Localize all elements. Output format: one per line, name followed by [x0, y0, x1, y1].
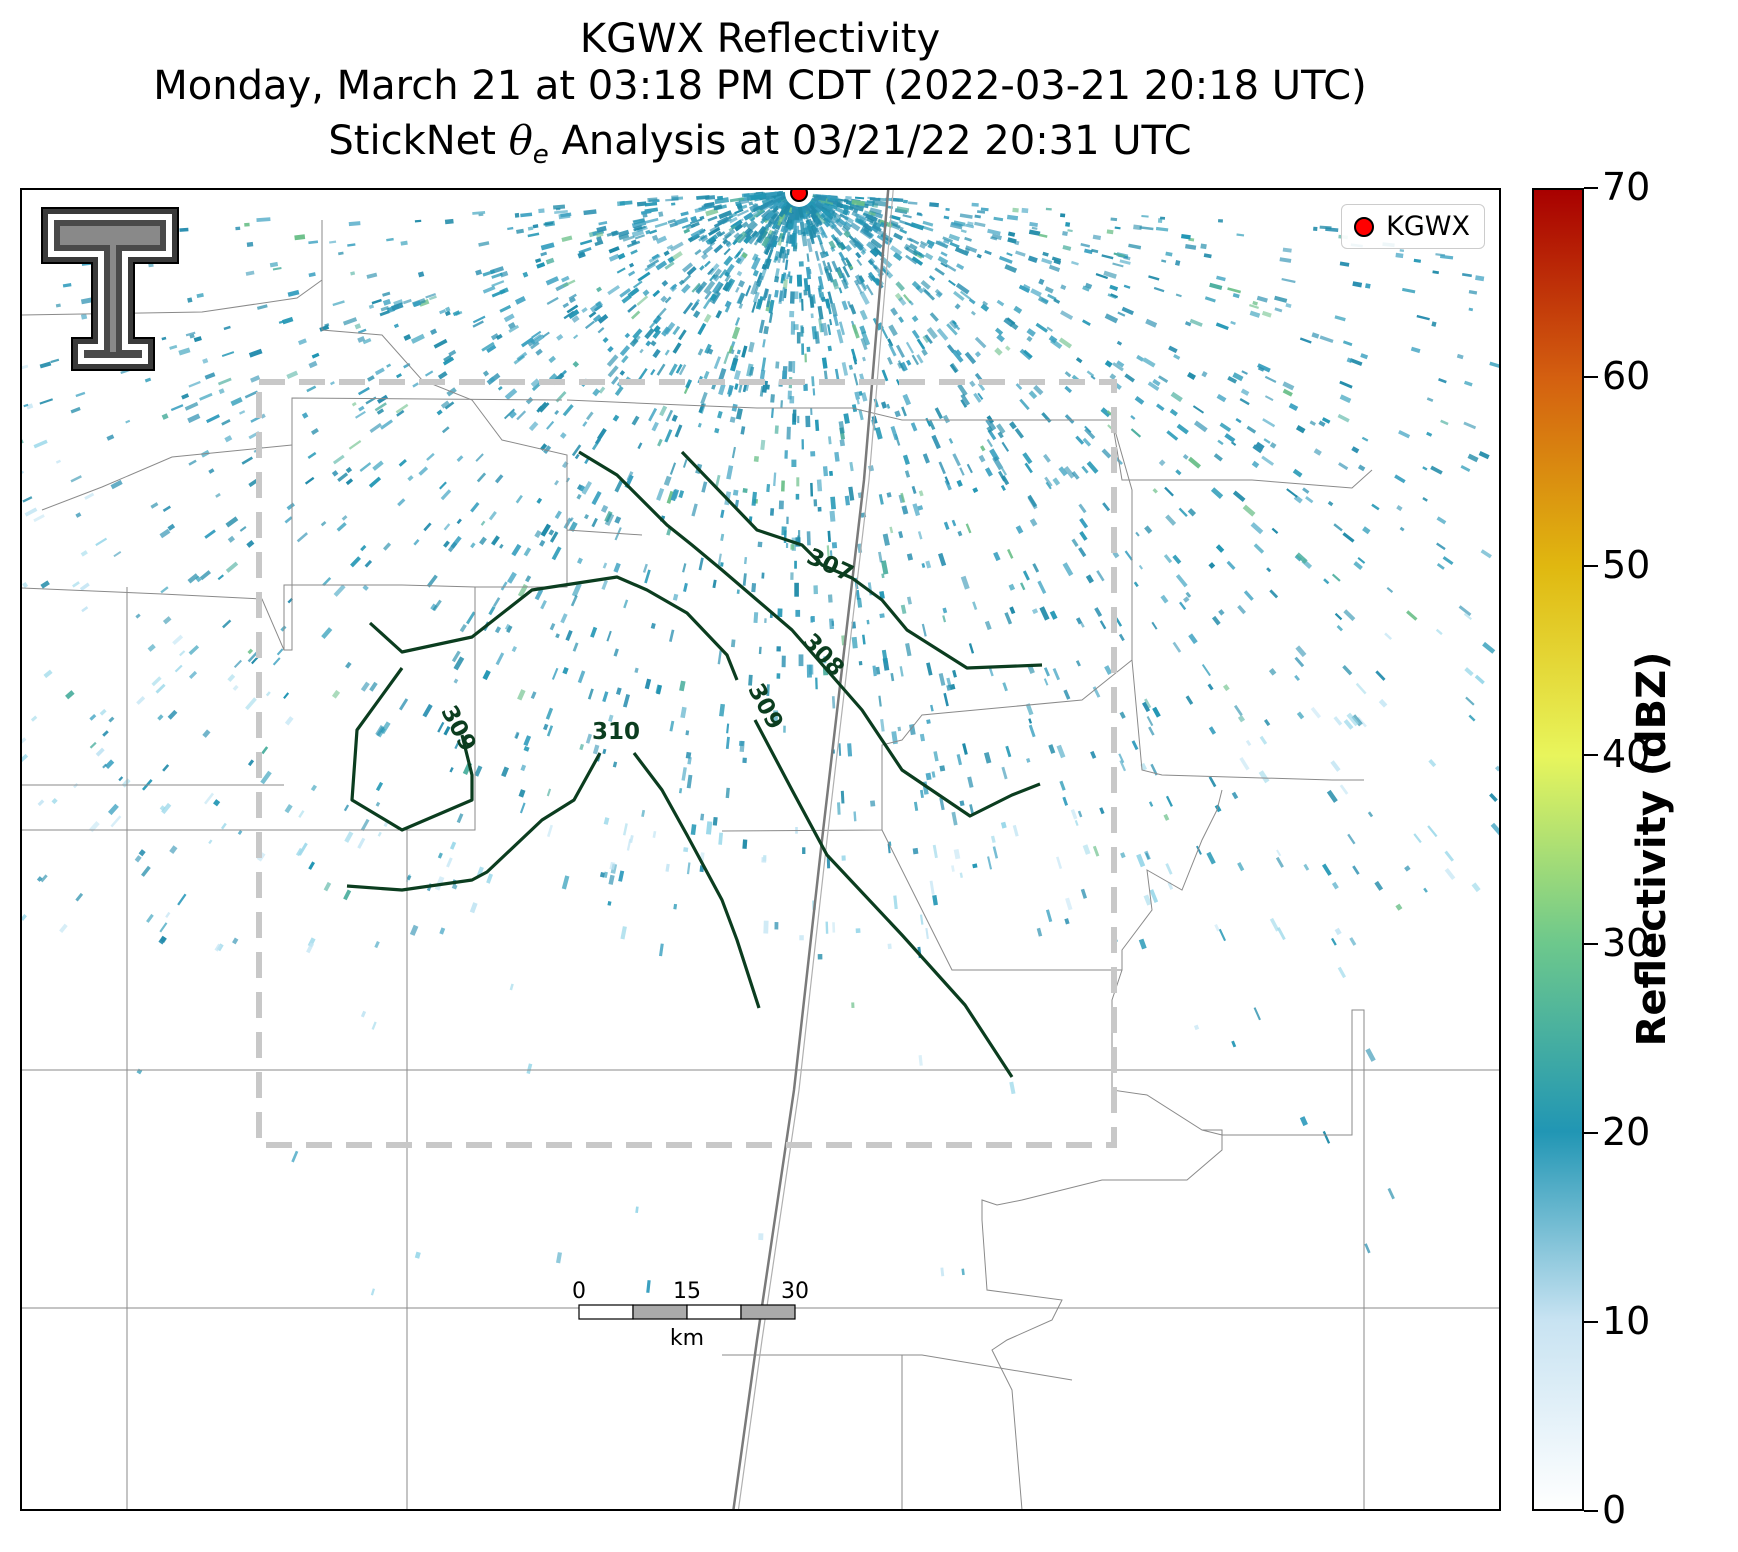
analysis-domain-box [256, 379, 1117, 1148]
contour-310 [346, 752, 602, 892]
legend-label: KGWX [1386, 211, 1470, 242]
map-canvas: 307 308 309 309 310 0 15 30 km [22, 190, 1499, 1509]
colorbar-tick-label: 10 [1602, 1299, 1651, 1343]
title-line-3: StickNet θe Analysis at 03/21/22 20:31 U… [0, 118, 1520, 178]
colorbar-tick-mark [1584, 565, 1598, 567]
reflectivity-colorbar [1532, 188, 1584, 1511]
contour-label-309-loop: 309 [435, 701, 480, 756]
colorbar-tick-label: 70 [1602, 165, 1651, 209]
contour-label-307: 307 [803, 544, 858, 588]
colorbar-tick-mark [1584, 1132, 1598, 1134]
contour-309-loop [350, 667, 474, 832]
colorbar-label: Reflectivity (dBZ) [1629, 651, 1675, 1047]
title-line-2: Monday, March 21 at 03:18 PM CDT (2022-0… [153, 63, 1367, 109]
map-legend: KGWX [1341, 204, 1485, 249]
ttu-logo [41, 207, 179, 371]
colorbar-tick-label: 30 [1602, 921, 1651, 965]
interstate-highway [732, 190, 890, 1509]
colorbar-tick-mark [1584, 943, 1598, 945]
colorbar-tick-mark [1584, 1321, 1598, 1323]
colorbar-tick-label: 0 [1602, 1488, 1627, 1532]
contour-label-310: 310 [592, 719, 640, 745]
contour-309-east-b [753, 719, 1014, 1078]
title-line-1: KGWX Reflectivity [579, 16, 941, 62]
colorbar-tick-label: 60 [1602, 354, 1651, 398]
reflectivity-echoes [22, 190, 1499, 1296]
contour-label-309-east: 309 [742, 679, 787, 734]
colorbar-tick-label: 40 [1602, 732, 1651, 776]
contour-309-east [368, 575, 739, 681]
theta-subscript: e [532, 140, 549, 170]
radar-marker-icon [1354, 216, 1375, 237]
colorbar-tick-mark [1584, 376, 1598, 378]
theta-e-contours [346, 450, 1043, 1078]
scale-tick-30: 30 [781, 1279, 809, 1304]
colorbar-tick-mark [1584, 187, 1598, 189]
scale-bar: 0 15 30 km [572, 1279, 809, 1351]
scale-unit: km [670, 1326, 704, 1351]
map-panel[interactable]: 307 308 309 309 310 0 15 30 km [20, 188, 1501, 1511]
contour-307 [680, 450, 1043, 670]
scale-tick-15: 15 [673, 1279, 701, 1304]
title-suffix: Analysis at 03/21/22 20:31 UTC [548, 118, 1192, 164]
radar-site-marker [785, 190, 813, 207]
colorbar-tick-label: 20 [1602, 1110, 1651, 1154]
theta-symbol: θ [508, 118, 533, 164]
contour-310-b [632, 752, 761, 1009]
colorbar-tick-mark [1584, 1510, 1598, 1512]
colorbar-tick-mark [1584, 754, 1598, 756]
scale-tick-0: 0 [572, 1279, 586, 1304]
colorbar-tick-label: 50 [1602, 543, 1651, 587]
contour-308 [578, 450, 1041, 818]
title-prefix: StickNet [328, 118, 509, 164]
